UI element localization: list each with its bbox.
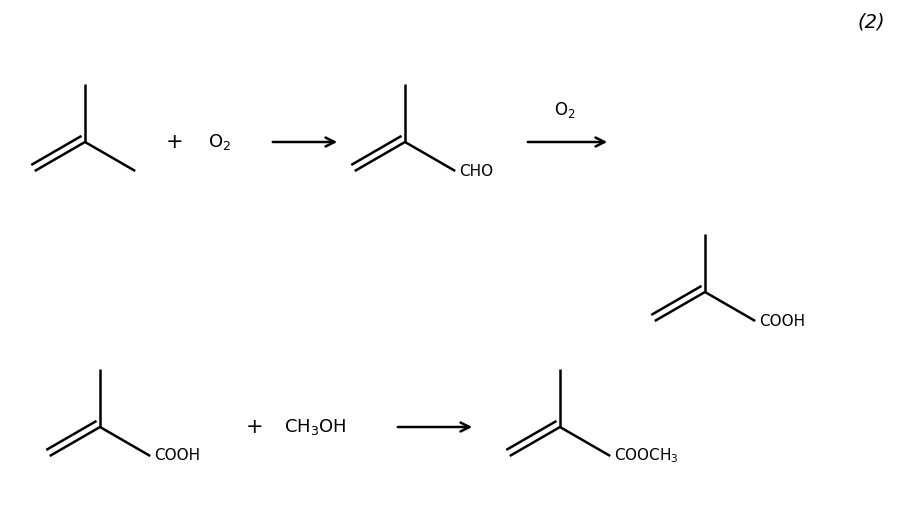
Text: +: + <box>166 132 184 152</box>
Text: CHO: CHO <box>459 163 493 179</box>
Text: COOH: COOH <box>760 313 806 329</box>
Text: O$_2$: O$_2$ <box>554 100 576 120</box>
Text: O$_2$: O$_2$ <box>209 132 231 152</box>
Text: +: + <box>247 417 264 437</box>
Text: CH$_3$OH: CH$_3$OH <box>284 417 346 437</box>
Text: COOCH$_3$: COOCH$_3$ <box>614 446 679 465</box>
Text: (2): (2) <box>858 12 885 31</box>
Text: COOH: COOH <box>154 449 201 463</box>
